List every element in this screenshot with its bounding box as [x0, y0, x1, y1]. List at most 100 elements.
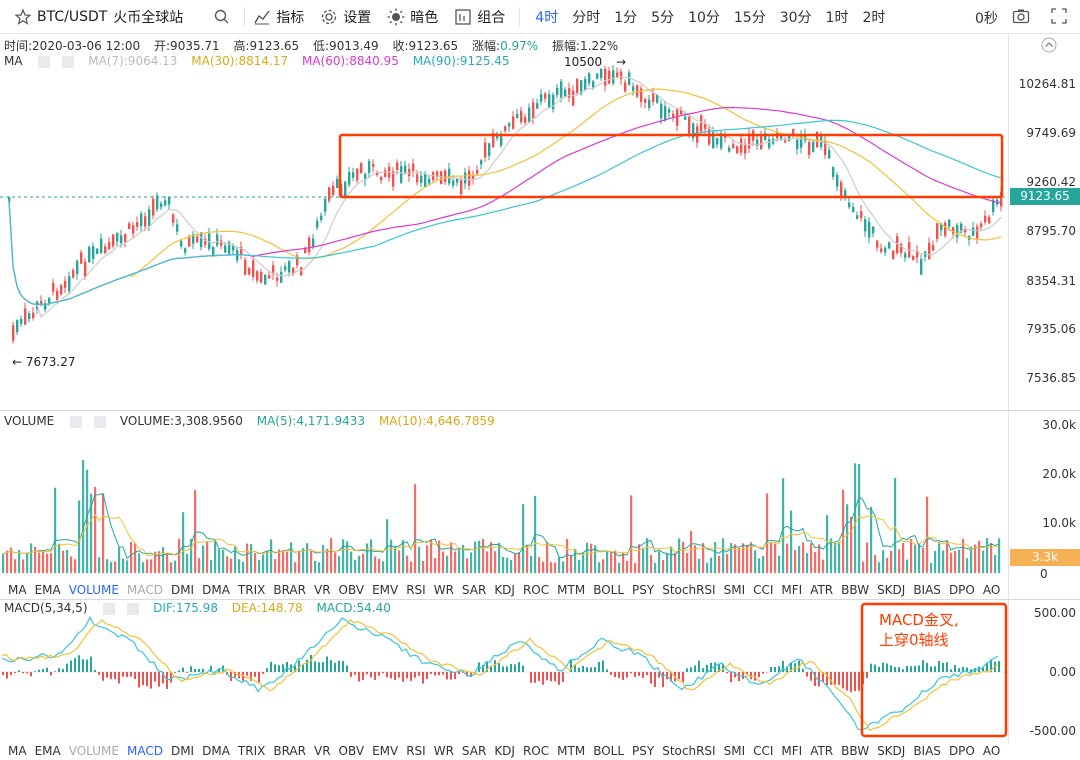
- indicator-tab-roc[interactable]: ROC: [522, 582, 550, 597]
- indicator-tab-mfi[interactable]: MFI: [781, 743, 803, 758]
- price-chart[interactable]: [0, 35, 1008, 410]
- indicator-tab-mfi[interactable]: MFI: [781, 582, 803, 597]
- indicator-tab-roc[interactable]: ROC: [522, 743, 550, 758]
- ma-close-icon[interactable]: [62, 55, 75, 68]
- indicator-tab-dma[interactable]: DMA: [202, 582, 230, 597]
- macd-histogram-bar: [594, 667, 596, 672]
- indicator-tab-obv[interactable]: OBV: [338, 582, 365, 597]
- macd-settings-icon[interactable]: [103, 602, 116, 615]
- combo-button[interactable]: 组合: [454, 0, 505, 33]
- indicator-tab-atr[interactable]: ATR: [810, 582, 834, 597]
- indicators-button[interactable]: 指标: [253, 0, 304, 33]
- star-icon[interactable]: [14, 7, 32, 26]
- indicator-tab-bias[interactable]: BIAS: [913, 582, 941, 597]
- volume-bar: [854, 463, 857, 573]
- indicator-tab-volume[interactable]: VOLUME: [68, 582, 119, 597]
- volume-settings-icon[interactable]: [70, 415, 83, 428]
- macd-close-icon[interactable]: [127, 602, 140, 615]
- indicator-tab-trix[interactable]: TRIX: [237, 743, 266, 758]
- interval-15m[interactable]: 15分: [733, 9, 766, 26]
- candle-body: [624, 82, 627, 92]
- ma-settings-icon[interactable]: [38, 55, 51, 68]
- indicator-tab-dmi[interactable]: DMI: [170, 582, 195, 597]
- search-icon[interactable]: [213, 8, 231, 26]
- interval-1h[interactable]: 1时: [825, 9, 849, 26]
- indicator-tab-bbw[interactable]: BBW: [841, 743, 870, 758]
- indicator-tab-ema[interactable]: EMA: [34, 743, 61, 758]
- indicator-tab-dpo[interactable]: DPO: [948, 582, 975, 597]
- indicator-tab-smi[interactable]: SMI: [723, 582, 746, 597]
- volume-bar: [902, 542, 905, 573]
- interval-timeline[interactable]: 分时: [572, 9, 601, 26]
- macd-histogram-bar: [334, 662, 336, 672]
- volume-close-icon[interactable]: [94, 415, 107, 428]
- indicator-tab-rsi[interactable]: RSI: [406, 582, 426, 597]
- macd-histogram-bar: [418, 672, 420, 676]
- indicator-tab-sar[interactable]: SAR: [461, 582, 487, 597]
- indicator-tab-ao[interactable]: AO: [982, 582, 1001, 597]
- high-marker: 10500 →: [564, 55, 627, 69]
- volume-bar: [774, 543, 777, 573]
- settings-button[interactable]: 设置: [320, 0, 371, 33]
- interval-5m[interactable]: 5分: [651, 9, 675, 26]
- volume-bar: [314, 560, 317, 573]
- indicator-tab-smi[interactable]: SMI: [723, 743, 746, 758]
- candle-body: [144, 216, 147, 227]
- indicator-tab-skdj[interactable]: SKDJ: [877, 582, 906, 597]
- indicator-tab-ma[interactable]: MA: [8, 582, 27, 597]
- indicator-tab-ma[interactable]: MA: [8, 743, 27, 758]
- indicator-tab-vr[interactable]: VR: [313, 743, 331, 758]
- volume-bar: [246, 543, 249, 573]
- chevron-up-icon[interactable]: [1040, 36, 1058, 54]
- indicator-tab-ema[interactable]: EMA: [34, 582, 61, 597]
- indicator-tab-obv[interactable]: OBV: [338, 743, 365, 758]
- interval-30m[interactable]: 30分: [779, 9, 812, 26]
- indicator-tab-macd[interactable]: MACD: [126, 582, 163, 597]
- indicator-tab-wr[interactable]: WR: [433, 743, 454, 758]
- indicator-tab-sar[interactable]: SAR: [461, 743, 487, 758]
- indicator-tab-cci[interactable]: CCI: [753, 743, 774, 758]
- indicator-tab-brar[interactable]: BRAR: [273, 582, 306, 597]
- indicator-tab-mtm[interactable]: MTM: [557, 582, 586, 597]
- indicator-tab-wr[interactable]: WR: [433, 582, 454, 597]
- interval-1m[interactable]: 1分: [614, 9, 638, 26]
- indicator-tab-brar[interactable]: BRAR: [273, 743, 306, 758]
- indicator-tab-emv[interactable]: EMV: [372, 743, 399, 758]
- indicator-tab-stochrsi[interactable]: StochRSI: [662, 743, 716, 758]
- indicator-tab-emv[interactable]: EMV: [372, 582, 399, 597]
- indicator-tab-kdj[interactable]: KDJ: [494, 582, 515, 597]
- symbol-selector[interactable]: BTC/USDT 火币全球站: [14, 0, 183, 33]
- volume-bar: [146, 559, 149, 573]
- indicator-tab-psy[interactable]: PSY: [632, 743, 655, 758]
- indicator-tab-ao[interactable]: AO: [982, 743, 1001, 758]
- indicator-tab-atr[interactable]: ATR: [810, 743, 834, 758]
- macd-histogram-bar: [214, 671, 216, 672]
- indicator-tab-mtm[interactable]: MTM: [557, 743, 586, 758]
- indicator-tab-boll[interactable]: BOLL: [593, 582, 625, 597]
- indicator-tab-dpo[interactable]: DPO: [948, 743, 975, 758]
- theme-button[interactable]: 暗色: [387, 0, 438, 33]
- indicator-tab-vr[interactable]: VR: [313, 582, 331, 597]
- indicator-tab-kdj[interactable]: KDJ: [494, 743, 515, 758]
- indicator-tab-bbw[interactable]: BBW: [841, 582, 870, 597]
- fullscreen-icon[interactable]: [1050, 7, 1068, 25]
- indicator-tab-rsi[interactable]: RSI: [406, 743, 426, 758]
- indicator-tab-bias[interactable]: BIAS: [913, 743, 941, 758]
- interval-4h[interactable]: 4时: [535, 9, 559, 26]
- macd-chart[interactable]: [0, 600, 1008, 742]
- macd-histogram-bar: [502, 666, 504, 672]
- indicator-tab-macd[interactable]: MACD: [126, 743, 163, 758]
- volume-chart[interactable]: [0, 411, 1008, 579]
- indicator-tab-boll[interactable]: BOLL: [593, 743, 625, 758]
- indicator-tab-volume[interactable]: VOLUME: [68, 743, 119, 758]
- indicator-tab-psy[interactable]: PSY: [632, 582, 655, 597]
- indicator-tab-stochrsi[interactable]: StochRSI: [662, 582, 716, 597]
- indicator-tab-trix[interactable]: TRIX: [237, 582, 266, 597]
- indicator-tab-skdj[interactable]: SKDJ: [877, 743, 906, 758]
- indicator-tab-dma[interactable]: DMA: [202, 743, 230, 758]
- interval-10m[interactable]: 10分: [688, 9, 720, 26]
- interval-2h[interactable]: 2时: [862, 9, 886, 26]
- camera-icon[interactable]: [1012, 7, 1030, 25]
- indicator-tab-dmi[interactable]: DMI: [170, 743, 195, 758]
- indicator-tab-cci[interactable]: CCI: [753, 582, 774, 597]
